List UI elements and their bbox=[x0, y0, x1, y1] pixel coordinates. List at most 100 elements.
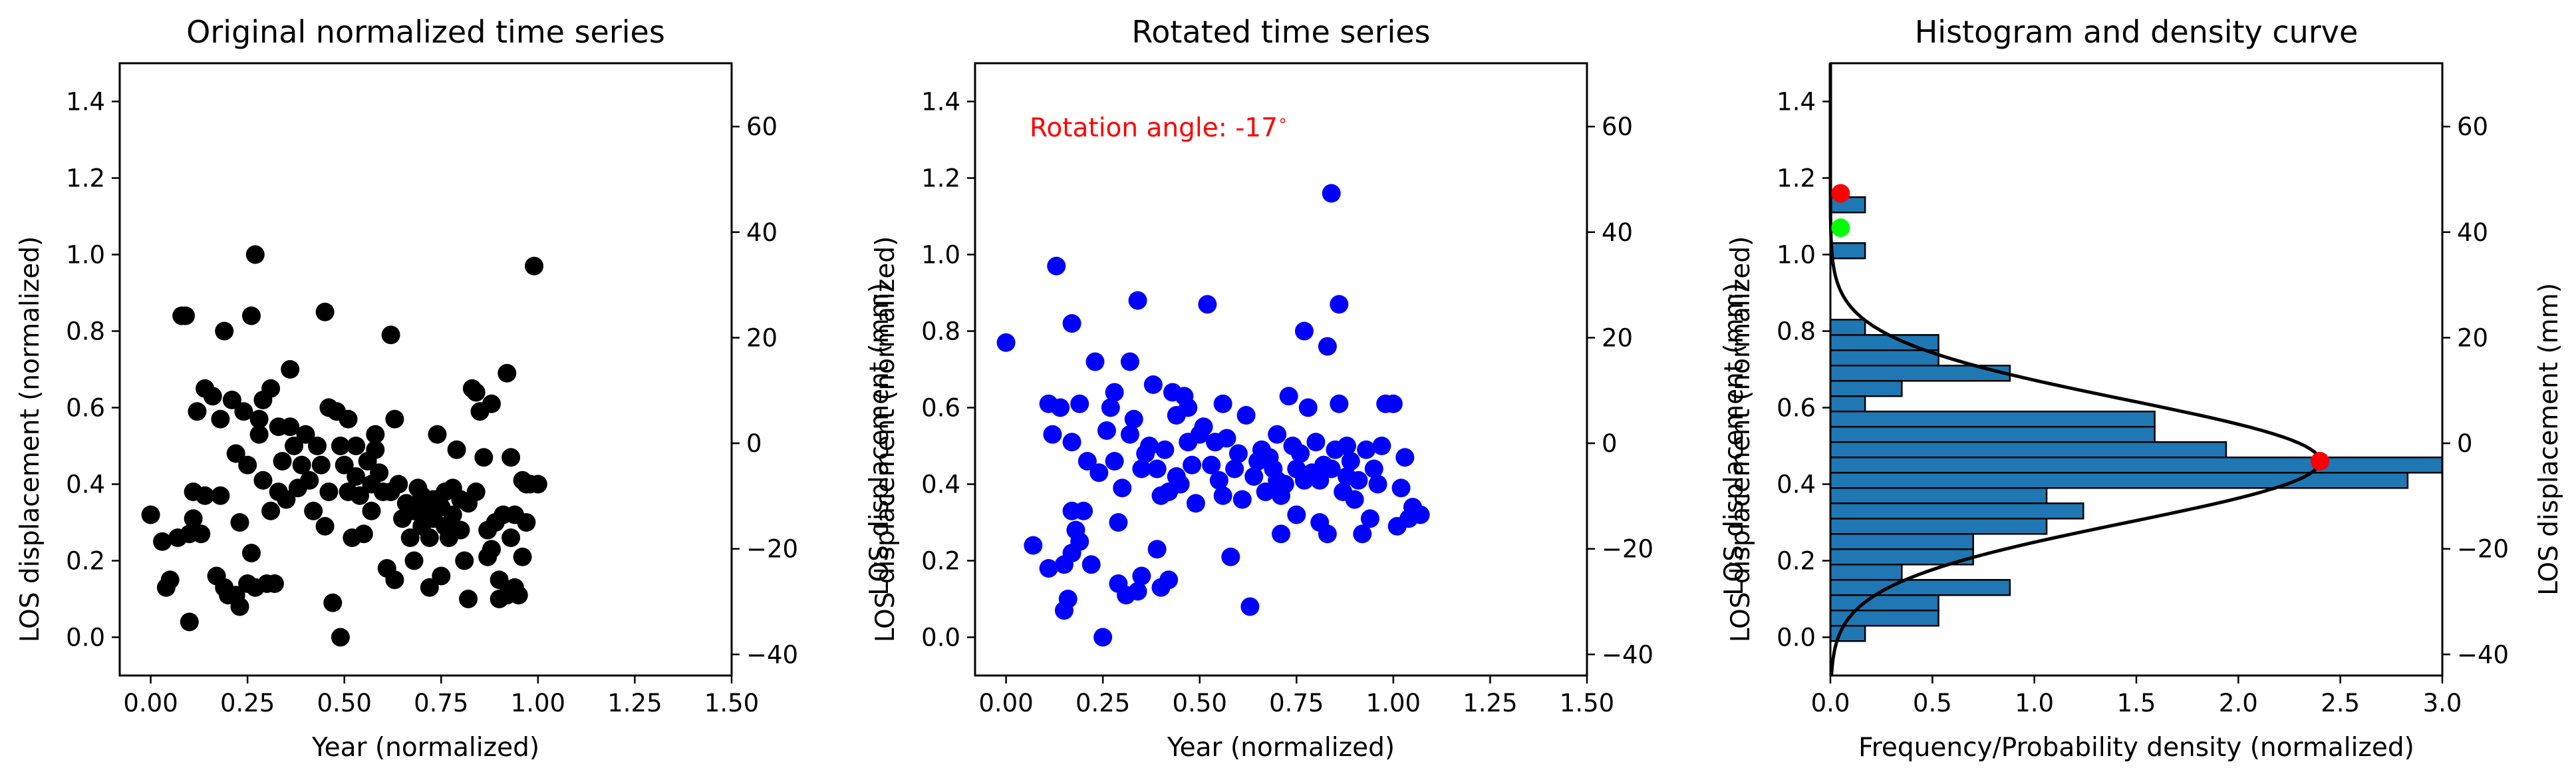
panel3-markers bbox=[1831, 184, 2329, 471]
y2-tick-label: 40 bbox=[2457, 218, 2488, 247]
y-tick-label: 0.6 bbox=[1777, 394, 1816, 423]
scatter-point bbox=[525, 256, 544, 276]
histogram-bar bbox=[1829, 579, 2011, 596]
x-tick-label: 1.00 bbox=[511, 689, 565, 717]
scatter-point bbox=[315, 302, 335, 321]
panel2-frame bbox=[974, 62, 1588, 677]
scatter-point bbox=[351, 486, 370, 505]
scatter-point bbox=[1287, 505, 1306, 524]
scatter-point bbox=[443, 505, 462, 524]
scatter-point bbox=[241, 544, 261, 562]
y-tick-label: 1.0 bbox=[921, 241, 960, 270]
scatter-point bbox=[230, 597, 249, 616]
scatter-point bbox=[230, 513, 249, 532]
scatter-point bbox=[1244, 467, 1264, 486]
scatter-point bbox=[1039, 559, 1058, 578]
scatter-point bbox=[366, 425, 385, 444]
scatter-point bbox=[490, 570, 509, 590]
x-tick-label: 0.25 bbox=[220, 689, 275, 717]
scatter-point bbox=[1330, 394, 1349, 413]
panel2-ylabel-right: LOS displacement (mm) bbox=[1719, 283, 1749, 596]
scatter-point bbox=[311, 455, 331, 475]
scatter-point bbox=[996, 333, 1016, 352]
histogram-bar bbox=[1829, 319, 1866, 336]
scatter-point bbox=[1198, 295, 1217, 314]
panel-rotated-series: Rotated time series Year (normalized) LO… bbox=[871, 14, 1749, 763]
scatter-point bbox=[192, 524, 211, 544]
panel3-ylabel-right: LOS displacement (mm) bbox=[2534, 283, 2564, 596]
scatter-point bbox=[1077, 452, 1097, 471]
scatter-point bbox=[455, 551, 474, 570]
scatter-point bbox=[1155, 440, 1175, 459]
scatter-point bbox=[1101, 398, 1120, 417]
scatter-point bbox=[1089, 463, 1109, 483]
scatter-point bbox=[1179, 398, 1198, 417]
scatter-point bbox=[466, 483, 486, 501]
x-tick-label: 0.50 bbox=[317, 689, 372, 717]
x-tick-label: 2.5 bbox=[2321, 689, 2360, 717]
scatter-point bbox=[1132, 566, 1151, 586]
histogram-bar bbox=[1829, 242, 1866, 260]
scatter-point bbox=[1043, 425, 1062, 444]
scatter-point bbox=[281, 417, 300, 437]
scatter-point bbox=[1225, 459, 1244, 479]
x-tick-label: 0.50 bbox=[1173, 689, 1227, 717]
rotation-angle-unit: ∘ bbox=[1278, 111, 1288, 130]
scatter-point bbox=[1081, 555, 1101, 574]
y-tick-label: 1.0 bbox=[1777, 241, 1816, 270]
y-tick-label: 1.4 bbox=[66, 88, 105, 116]
x-tick-label: 2.0 bbox=[2219, 689, 2258, 717]
scatter-point bbox=[1341, 452, 1360, 471]
scatter-point bbox=[304, 501, 323, 520]
y2-tick-label: 20 bbox=[2457, 323, 2488, 352]
y2-tick-label: 0 bbox=[2457, 429, 2473, 458]
x-tick-label: 1.25 bbox=[607, 689, 662, 717]
scatter-point bbox=[1364, 459, 1383, 479]
panel1-title: Original normalized time series bbox=[186, 14, 665, 50]
scatter-point bbox=[203, 387, 222, 406]
scatter-point bbox=[474, 448, 494, 467]
scatter-point bbox=[180, 612, 199, 632]
scatter-point bbox=[1322, 184, 1341, 203]
scatter-point bbox=[1372, 437, 1391, 455]
y2-tick-label: −20 bbox=[1602, 535, 1653, 564]
scatter-point bbox=[176, 306, 195, 325]
scatter-point bbox=[339, 409, 358, 429]
rotation-angle-text: Rotation angle: -17 bbox=[1030, 113, 1278, 143]
scatter-point bbox=[253, 471, 273, 490]
scatter-point bbox=[281, 360, 300, 379]
panel2-ylabel: LOS displacement (normalized) bbox=[871, 236, 901, 643]
panel1-ylabel: LOS displacement (normalized) bbox=[15, 236, 45, 643]
scatter-point bbox=[1128, 582, 1147, 601]
scatter-point bbox=[215, 321, 234, 341]
panel1-frame bbox=[118, 62, 733, 677]
scatter-point bbox=[1360, 509, 1379, 528]
scatter-point bbox=[1128, 291, 1147, 310]
scatter-point bbox=[296, 425, 315, 444]
panel2-title: Rotated time series bbox=[1131, 14, 1430, 50]
scatter-point bbox=[1228, 444, 1248, 463]
panel3-ylabel: LOS displacement (normalized) bbox=[1726, 236, 1756, 643]
y-tick-label: 0.2 bbox=[66, 547, 105, 576]
scatter-point bbox=[1109, 513, 1128, 532]
scatter-point bbox=[1395, 448, 1415, 467]
scatter-point bbox=[1140, 437, 1159, 455]
panel3-bars bbox=[1829, 196, 2444, 642]
scatter-point bbox=[211, 409, 230, 429]
red-marker bbox=[2311, 452, 2329, 471]
scatter-point bbox=[1147, 540, 1167, 559]
scatter-point bbox=[404, 551, 424, 570]
scatter-point bbox=[466, 383, 486, 402]
scatter-point bbox=[211, 486, 230, 505]
scatter-point bbox=[196, 486, 215, 505]
y2-tick-label: 40 bbox=[746, 218, 778, 247]
scatter-point bbox=[451, 520, 470, 540]
scatter-point bbox=[238, 455, 257, 475]
histogram-bar bbox=[1829, 457, 2444, 474]
scatter-point bbox=[249, 409, 269, 429]
scatter-point bbox=[389, 475, 408, 494]
scatter-point bbox=[1272, 524, 1290, 544]
y-tick-label: 0.6 bbox=[66, 394, 105, 423]
y2-tick-label: 0 bbox=[1602, 429, 1618, 458]
